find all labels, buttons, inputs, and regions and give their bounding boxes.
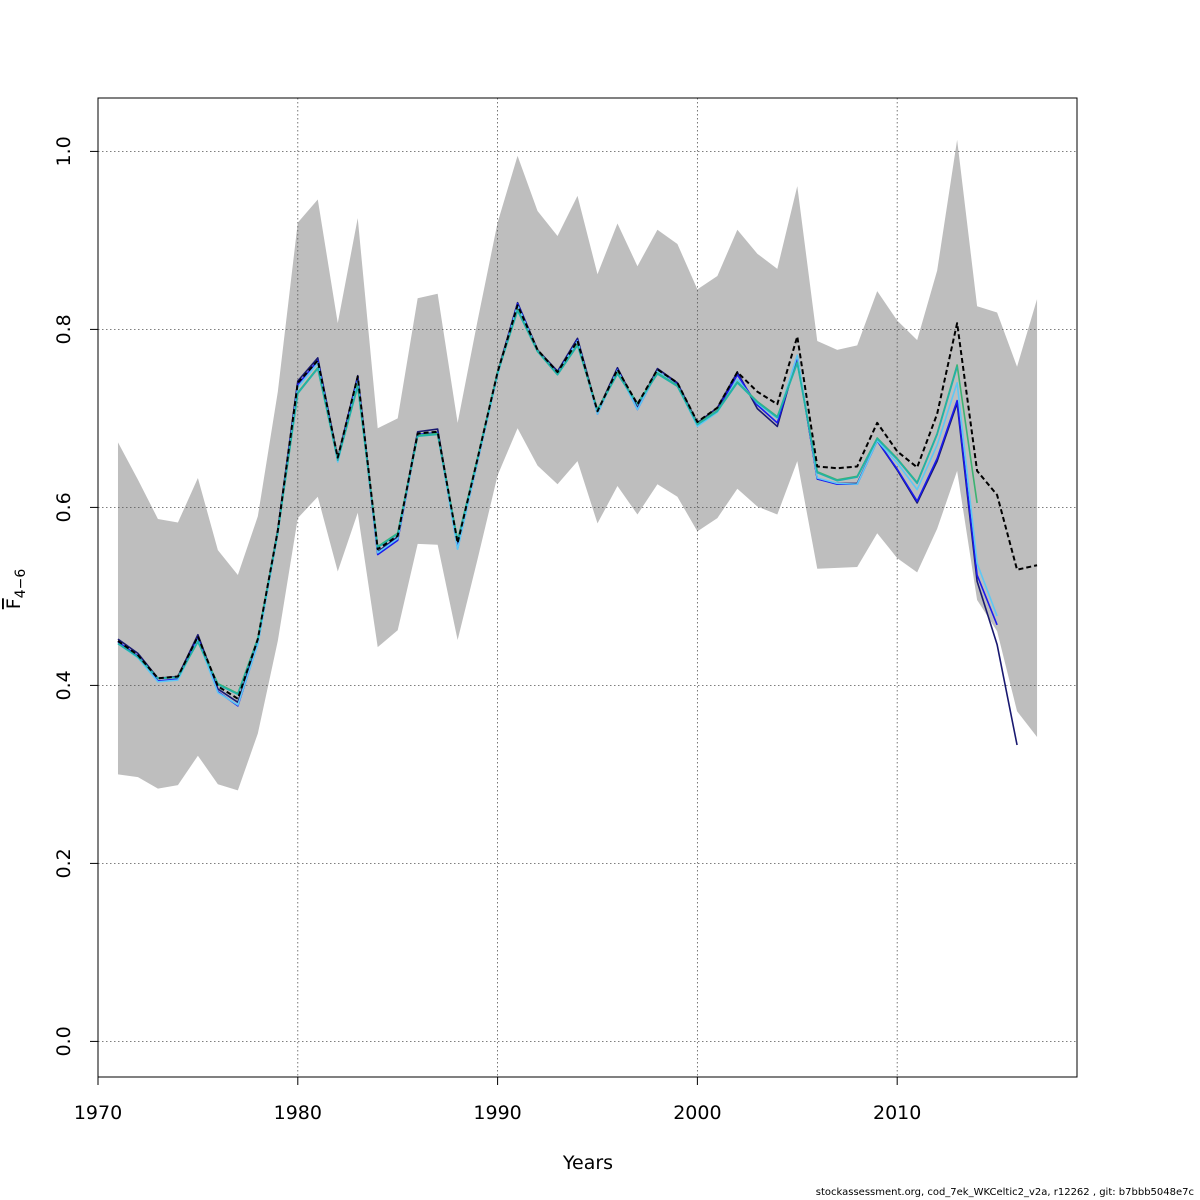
x-tick-label: 1970 — [74, 1102, 122, 1124]
svg-text:F4−6: F4−6 — [3, 569, 29, 610]
y-tick-label: 0.4 — [53, 670, 75, 700]
y-tick-label: 1.0 — [53, 136, 75, 166]
series-layer — [117, 301, 1038, 746]
x-tick-label: 1980 — [274, 1102, 322, 1124]
confidence-band-layer — [117, 139, 1038, 791]
y-axis-label-main: F — [3, 598, 25, 609]
x-tick-label: 2010 — [873, 1102, 921, 1124]
y-tick-label: 0.6 — [53, 492, 75, 522]
y-tick-label: 0.2 — [53, 848, 75, 878]
x-tick-label: 1990 — [473, 1102, 521, 1124]
confidence-band — [117, 139, 1038, 791]
y-tick-label: 0.0 — [53, 1026, 75, 1056]
x-axis-label: Years — [562, 1152, 613, 1174]
x-axis: 1970 1980 1990 2000 2010 — [74, 1076, 921, 1124]
x-tick-label: 2000 — [673, 1102, 721, 1124]
y-axis-label-subscript: 4−6 — [13, 569, 29, 599]
footer-credit: stockassessment.org, cod_7ek_WKCeltic2_v… — [815, 1187, 1194, 1198]
y-axis-label: F4−6 — [3, 569, 29, 610]
y-axis: 0.0 0.2 0.4 0.6 0.8 1.0 — [53, 136, 99, 1057]
y-tick-label: 0.8 — [53, 314, 75, 344]
